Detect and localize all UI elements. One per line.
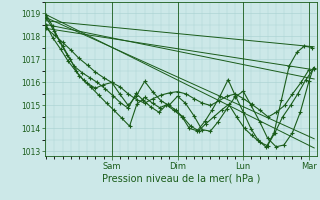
X-axis label: Pression niveau de la mer( hPa ): Pression niveau de la mer( hPa ) — [102, 173, 260, 183]
